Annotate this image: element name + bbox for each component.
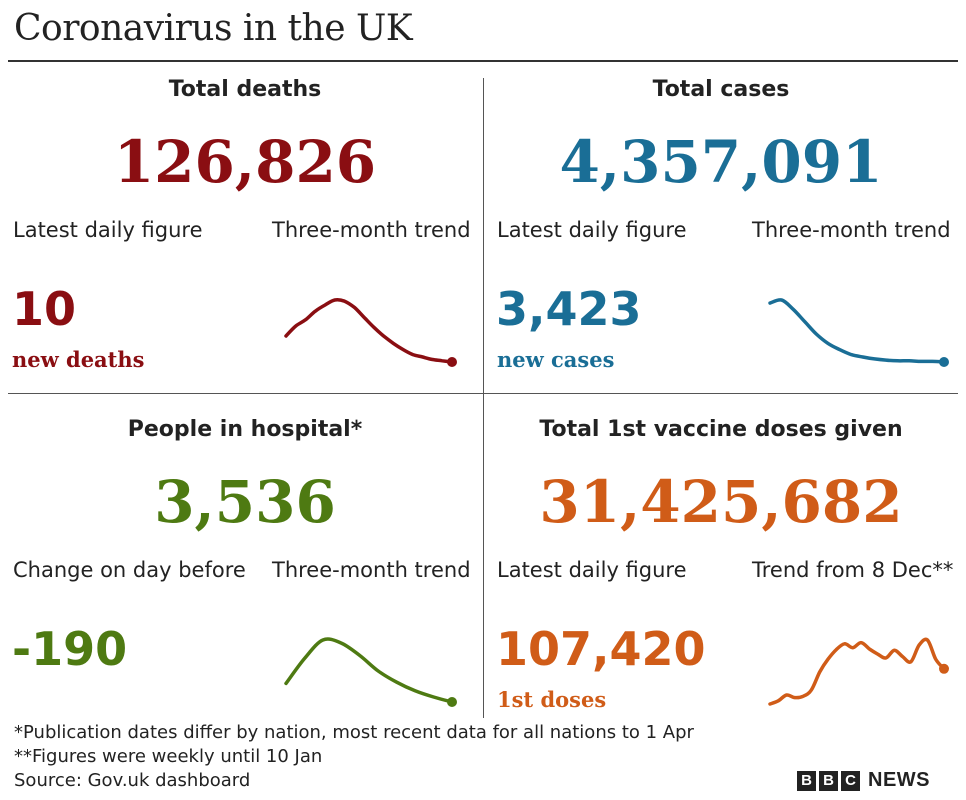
bbc-news-logo: B B C NEWS <box>797 769 930 792</box>
bbc-logo-letter-2: B <box>819 770 838 791</box>
hospital-panel: People in hospital* 3,536 Change on day … <box>10 340 480 676</box>
cases-heading: Total cases <box>652 77 790 102</box>
bbc-news-wordmark: NEWS <box>868 769 930 791</box>
hospital-trend-line <box>284 637 454 704</box>
deaths-trend-line <box>284 298 454 364</box>
cases-unit: new cases <box>497 347 615 372</box>
cases-daily-value: 3,423 <box>496 282 642 336</box>
page-title: Coronavirus in the UK <box>14 8 413 49</box>
cases-trend-line <box>768 298 946 364</box>
vaccine-right-label: Trend from 8 Dec** <box>752 558 954 582</box>
deaths-unit: new deaths <box>12 347 145 372</box>
vaccine-daily-value: 107,420 <box>496 622 706 676</box>
bbc-logo-letter-3: C <box>841 770 860 791</box>
deaths-panel: Total deaths 126,826 Latest daily figure… <box>10 0 480 372</box>
vaccine-trend-line <box>768 637 946 706</box>
center-divider <box>483 78 484 718</box>
cases-trend-chart <box>768 298 949 367</box>
vaccine-total: 31,425,682 <box>539 468 903 536</box>
deaths-trend-chart <box>284 298 457 367</box>
hospital-trend-chart <box>284 637 457 707</box>
footnote-publication: *Publication dates differ by nation, mos… <box>14 722 694 743</box>
cases-panel: Total cases 4,357,091 Latest daily figur… <box>486 0 956 372</box>
cases-right-label: Three-month trend <box>752 218 951 242</box>
cases-total: 4,357,091 <box>559 128 883 196</box>
hospital-daily-value: -190 <box>12 622 128 676</box>
hospital-left-label: Change on day before <box>13 558 246 582</box>
hospital-right-label: Three-month trend <box>272 558 471 582</box>
deaths-trend-latest-point <box>447 357 457 367</box>
vaccine-heading: Total 1st vaccine doses given <box>539 417 903 442</box>
deaths-daily-value: 10 <box>12 282 77 336</box>
vaccine-panel: Total 1st vaccine doses given 31,425,682… <box>486 340 956 712</box>
vaccine-trend-chart <box>768 637 949 706</box>
deaths-left-label: Latest daily figure <box>13 218 203 242</box>
deaths-heading: Total deaths <box>168 77 322 102</box>
title-rule <box>8 60 958 62</box>
deaths-total: 126,826 <box>113 128 377 196</box>
cases-trend-latest-point <box>939 357 949 367</box>
bbc-logo-letter-1: B <box>797 770 816 791</box>
hospital-trend-latest-point <box>447 697 457 707</box>
footnote-weekly: **Figures were weekly until 10 Jan <box>14 746 323 767</box>
hospital-total: 3,536 <box>154 468 336 536</box>
vaccine-trend-latest-point <box>939 663 949 674</box>
cases-left-label: Latest daily figure <box>497 218 687 242</box>
source-note: Source: Gov.uk dashboard <box>14 770 251 791</box>
vaccine-left-label: Latest daily figure <box>497 558 687 582</box>
hospital-heading: People in hospital* <box>127 417 363 442</box>
deaths-right-label: Three-month trend <box>272 218 471 242</box>
vaccine-unit: 1st doses <box>497 687 607 712</box>
